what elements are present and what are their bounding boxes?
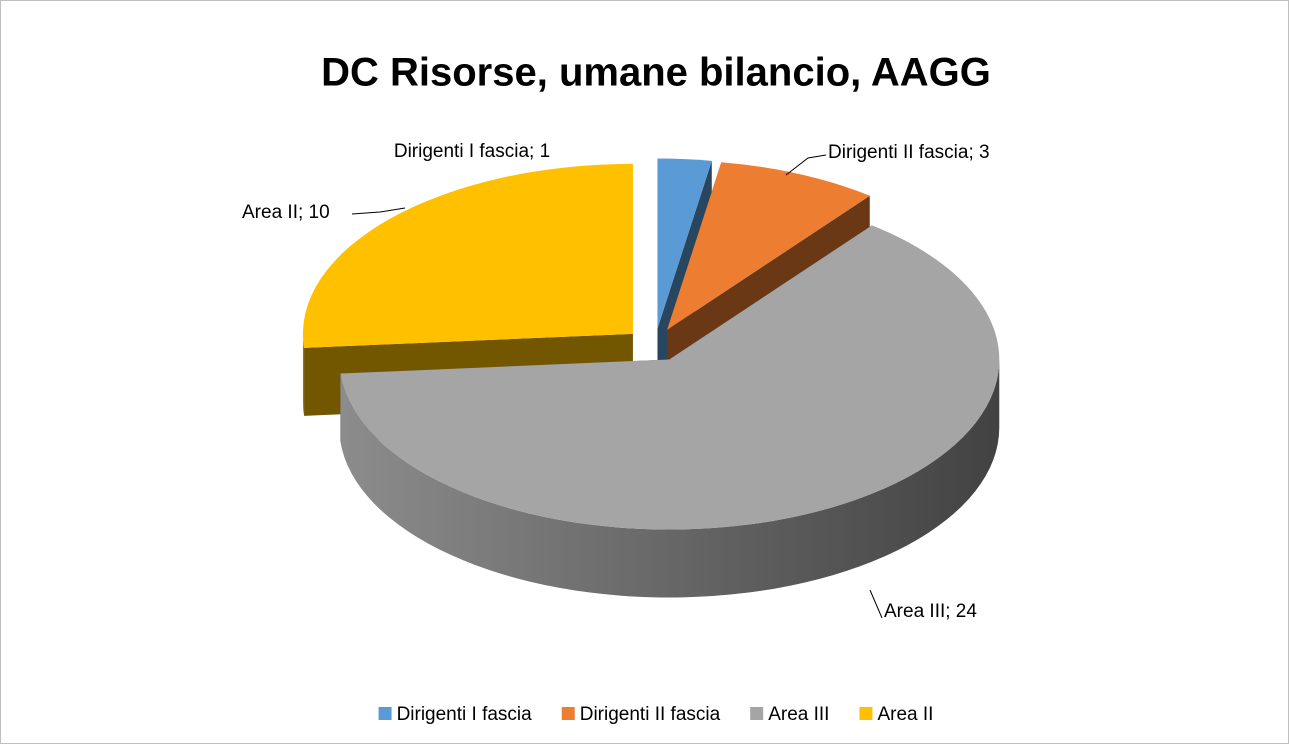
legend-swatch: [561, 707, 575, 720]
leader-line: [351, 207, 406, 215]
legend-swatch: [859, 707, 873, 720]
slice-wall: [340, 359, 1000, 598]
pie-slice: [657, 158, 712, 329]
legend-swatch: [750, 707, 764, 720]
legend-swatch: [378, 707, 392, 720]
pie-slice: [340, 225, 1000, 530]
data-label: Dirigenti I fascia; 1: [394, 141, 550, 162]
legend-label: Area II: [877, 704, 933, 725]
slice-wall: [302, 333, 305, 416]
leader-line: [869, 589, 883, 619]
pie-slice: [302, 163, 633, 348]
chart-title: DC Risorse, umane bilancio, AAGG: [321, 51, 991, 95]
legend-label: Dirigenti II fascia: [580, 704, 721, 725]
leader-line: [785, 154, 827, 176]
data-label: Dirigenti II fascia; 3: [828, 142, 990, 163]
pie-slice: [667, 162, 870, 330]
data-label: Area III; 24: [884, 601, 977, 622]
legend-label: Dirigenti I fascia: [397, 704, 533, 725]
legend-label: Area III: [768, 704, 829, 725]
data-label: Area II; 10: [242, 202, 330, 223]
